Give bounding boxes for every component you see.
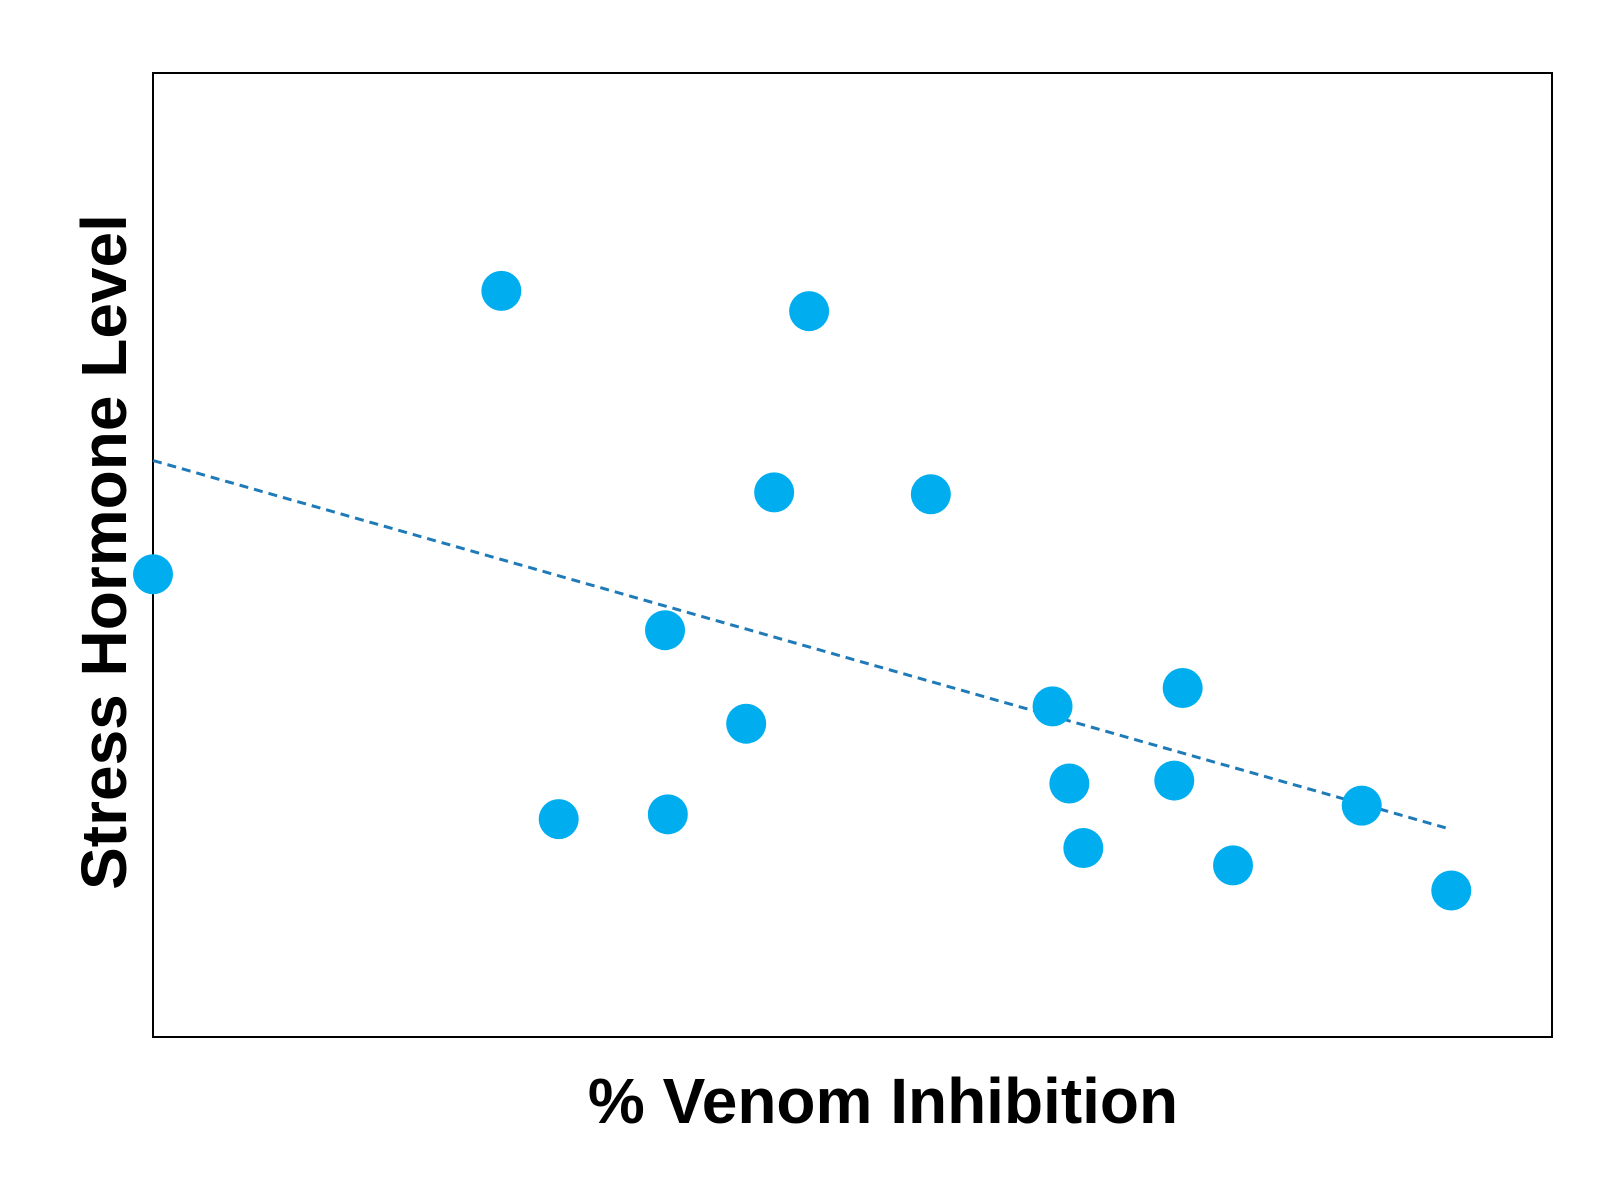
data-point-2 [481,270,522,311]
data-point-15 [1213,845,1254,886]
data-point-5 [647,794,688,835]
x-axis-label: % Venom Inhibition [587,1065,1179,1137]
data-point-4 [645,610,686,651]
data-point-9 [910,474,951,515]
plot-frame [152,72,1553,1038]
trendline [152,459,1447,830]
data-point-10 [1032,686,1073,727]
data-point-14 [1154,760,1195,801]
data-point-12 [1063,828,1104,869]
y-axis-label: Stress Hormone Level [68,214,140,890]
data-point-16 [1341,785,1382,826]
data-points [133,270,1472,911]
data-point-6 [726,703,767,744]
data-point-13 [1162,668,1203,709]
data-point-8 [789,291,830,332]
data-point-7 [754,472,795,513]
data-point-1 [133,554,173,595]
data-point-3 [538,799,579,840]
data-point-11 [1049,763,1090,804]
data-point-17 [1431,870,1472,911]
